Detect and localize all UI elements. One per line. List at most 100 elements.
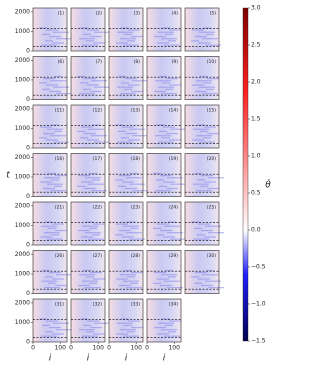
heatmap-texture bbox=[120, 38, 136, 40]
heatmap-texture bbox=[132, 135, 148, 137]
panel-label: (7) bbox=[96, 59, 103, 65]
heatmap-texture bbox=[118, 185, 126, 187]
heatmap-texture bbox=[94, 31, 110, 33]
heatmap-texture bbox=[44, 177, 60, 179]
heatmap-texture bbox=[39, 27, 47, 29]
heatmap-texture bbox=[92, 234, 100, 236]
heatmap-texture bbox=[40, 236, 52, 238]
heatmap-texture bbox=[88, 238, 104, 240]
heatmap-texture bbox=[87, 84, 99, 86]
panel-frame bbox=[32, 104, 68, 149]
heatmap-texture bbox=[163, 236, 175, 238]
y-tick-label: 2000 bbox=[15, 57, 30, 64]
heatmap-texture bbox=[41, 225, 57, 227]
heatmap-texture bbox=[192, 29, 204, 31]
heatmap-texture bbox=[94, 141, 110, 143]
heatmap-texture bbox=[193, 238, 209, 240]
heatmap-texture bbox=[56, 93, 72, 95]
heatmap-texture bbox=[48, 282, 56, 284]
heatmap-texture bbox=[156, 234, 164, 236]
heatmap-texture bbox=[46, 139, 58, 141]
heatmap-texture bbox=[119, 175, 131, 177]
heatmap-texture bbox=[125, 132, 137, 135]
y-tick-label: 2000 bbox=[15, 154, 30, 161]
heatmap-texture bbox=[205, 280, 221, 282]
y-tick-label: 2000 bbox=[15, 251, 30, 258]
heatmap-texture bbox=[154, 272, 166, 274]
panel-label: (32) bbox=[93, 302, 102, 308]
heatmap-texture bbox=[160, 284, 172, 287]
heatmap-texture bbox=[157, 333, 169, 335]
heatmap-texture bbox=[207, 187, 219, 190]
heatmap-texture bbox=[194, 172, 202, 175]
heatmap-texture bbox=[194, 282, 202, 284]
heatmap-texture bbox=[160, 175, 172, 177]
heatmap-texture bbox=[121, 137, 129, 139]
heatmap-texture bbox=[43, 132, 55, 135]
heatmap-texture bbox=[123, 44, 139, 46]
panel-frame bbox=[184, 201, 220, 246]
heatmap-texture bbox=[55, 175, 67, 177]
panel-frame bbox=[184, 7, 220, 52]
heatmap-texture bbox=[168, 331, 176, 333]
heatmap-texture bbox=[192, 139, 204, 141]
heatmap-texture bbox=[154, 326, 166, 329]
y-tick-label: 1000 bbox=[15, 76, 30, 83]
heatmap-texture bbox=[131, 35, 143, 38]
heatmap-texture bbox=[153, 227, 161, 229]
x-tick-label: 0 bbox=[145, 345, 149, 352]
heatmap-texture bbox=[191, 276, 199, 278]
heatmap-texture bbox=[119, 229, 131, 232]
heatmap-texture bbox=[117, 322, 133, 324]
heatmap-texture bbox=[127, 331, 135, 333]
colorbar-tick-label: 1.0 bbox=[251, 153, 261, 160]
heatmap-texture bbox=[80, 318, 88, 320]
panel-label: (31) bbox=[55, 302, 64, 308]
heatmap-texture bbox=[82, 44, 98, 46]
heatmap-texture bbox=[82, 225, 98, 227]
heatmap-texture bbox=[208, 287, 224, 289]
heatmap-texture bbox=[123, 280, 139, 282]
panel-frame bbox=[184, 153, 220, 197]
heatmap-texture bbox=[51, 234, 59, 236]
panel-label: (19) bbox=[169, 156, 178, 162]
heatmap-texture bbox=[53, 322, 69, 324]
heatmap-texture bbox=[125, 187, 137, 190]
heatmap-texture bbox=[196, 80, 212, 82]
heatmap-texture bbox=[124, 88, 132, 90]
heatmap-texture bbox=[44, 287, 60, 289]
panel-frame bbox=[108, 298, 144, 343]
heatmap-texture bbox=[191, 40, 199, 42]
panel-label: (12) bbox=[93, 108, 102, 114]
panel-frame bbox=[108, 201, 144, 246]
panel-label: (17) bbox=[93, 156, 102, 162]
heatmap-texture bbox=[50, 80, 66, 82]
panel-label: (29) bbox=[169, 253, 178, 259]
colorbar-tick-label: −1.0 bbox=[251, 301, 266, 308]
heatmap-texture bbox=[45, 221, 53, 223]
heatmap-texture bbox=[53, 86, 69, 88]
heatmap-texture bbox=[129, 238, 145, 240]
heatmap-texture bbox=[166, 132, 178, 135]
heatmap-texture bbox=[198, 278, 210, 280]
heatmap-texture bbox=[84, 187, 96, 190]
heatmap-texture bbox=[116, 278, 128, 280]
colorbar-tick-label: −1.5 bbox=[251, 338, 266, 345]
panel-frame bbox=[184, 104, 220, 149]
heatmap-texture bbox=[198, 223, 210, 225]
heatmap-texture bbox=[45, 40, 53, 42]
panel-frame bbox=[32, 7, 68, 52]
heatmap-texture bbox=[52, 333, 64, 335]
heatmap-texture bbox=[40, 126, 52, 128]
heatmap-texture bbox=[79, 38, 95, 40]
heatmap-texture bbox=[195, 90, 207, 93]
panel-label: (4) bbox=[172, 11, 179, 17]
heatmap-texture bbox=[40, 181, 52, 183]
panel-frame bbox=[32, 201, 68, 246]
x-axis-label: i bbox=[125, 354, 128, 364]
heatmap-texture bbox=[121, 82, 129, 84]
y-tick-label: 2000 bbox=[15, 202, 30, 209]
panel-frame bbox=[32, 298, 68, 343]
heatmap-texture bbox=[160, 229, 172, 232]
heatmap-texture bbox=[93, 223, 105, 225]
